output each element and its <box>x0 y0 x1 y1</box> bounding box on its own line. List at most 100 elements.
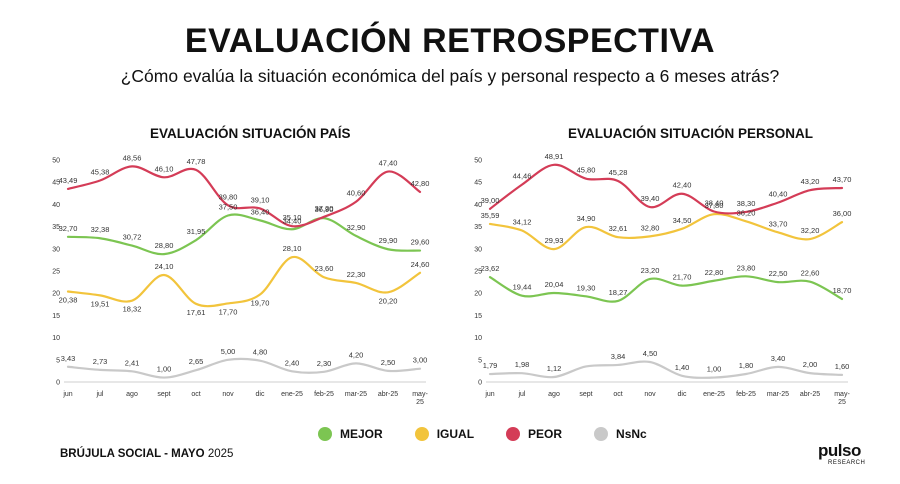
legend-label-mejor: MEJOR <box>340 427 383 441</box>
x-tick-label: jul <box>95 391 103 398</box>
legend-item-peor: PEOR <box>506 425 562 443</box>
x-tick-label: oct <box>191 391 200 398</box>
y-tick-label: 40 <box>52 202 60 209</box>
legend-label-peor: PEOR <box>528 427 563 441</box>
data-label-igual: 17,70 <box>219 307 238 316</box>
series-line-igual <box>488 212 844 251</box>
y-tick-label: 5 <box>478 357 482 364</box>
data-label-igual: 32,61 <box>609 224 628 233</box>
x-tick-label: 25 <box>838 399 846 406</box>
data-label-nsnc: 2,41 <box>125 358 140 367</box>
data-label-peor: 39,80 <box>219 192 238 201</box>
y-tick-label: 20 <box>52 291 60 298</box>
data-label-peor: 40,40 <box>769 190 788 199</box>
data-label-nsnc: 1,79 <box>483 361 498 370</box>
data-label-igual: 35,59 <box>481 211 500 220</box>
data-label-nsnc: 3,40 <box>771 354 786 363</box>
x-tick-label: jun <box>62 391 72 398</box>
data-label-mejor: 32,70 <box>59 224 78 233</box>
series-line-peor <box>488 163 844 215</box>
legend-item-igual: IGUAL <box>414 425 475 443</box>
data-label-mejor: 19,30 <box>577 283 596 292</box>
y-tick-label: 35 <box>474 224 482 231</box>
data-label-igual: 28,10 <box>283 244 302 253</box>
x-tick-label: abr-25 <box>378 391 398 398</box>
legend-label-igual: IGUAL <box>436 427 475 441</box>
data-label-mejor: 34,40 <box>283 216 302 225</box>
data-label-igual: 32,80 <box>641 223 660 232</box>
data-label-mejor: 18,27 <box>609 288 628 297</box>
logo-word: pulso <box>818 441 861 460</box>
data-label-mejor: 36,40 <box>251 207 270 216</box>
x-tick-label: sept <box>579 391 592 398</box>
series-line-nsnc <box>66 357 422 379</box>
series-line-igual <box>66 255 422 308</box>
data-label-peor: 48,56 <box>123 153 142 162</box>
x-tick-label: sept <box>157 391 170 398</box>
data-label-igual: 18,32 <box>123 305 142 314</box>
data-label-peor: 43,49 <box>59 176 78 185</box>
data-label-peor: 43,70 <box>833 175 852 184</box>
x-tick-label: oct <box>613 391 622 398</box>
data-label-nsnc: 1,80 <box>739 361 754 370</box>
y-tick-label: 20 <box>474 291 482 298</box>
data-label-igual: 19,70 <box>251 299 270 308</box>
x-tick-label: jul <box>517 391 525 398</box>
data-label-peor: 39,10 <box>251 195 270 204</box>
data-label-mejor: 28,80 <box>155 241 174 250</box>
y-tick-label: 0 <box>56 380 60 387</box>
data-label-nsnc: 1,12 <box>547 364 562 373</box>
data-label-peor: 45,28 <box>609 168 628 177</box>
series-line-peor <box>66 165 422 228</box>
data-label-nsnc: 4,20 <box>349 350 364 359</box>
data-label-peor: 46,10 <box>155 164 174 173</box>
data-label-igual: 22,30 <box>347 270 366 279</box>
legend-label-nsnc: NsNc <box>616 427 647 441</box>
brand-logo: pulso RESEARCH <box>818 442 878 472</box>
data-label-mejor: 31,95 <box>187 227 206 236</box>
data-label-igual: 24,60 <box>411 260 430 269</box>
x-tick-label: nov <box>644 391 656 398</box>
y-tick-label: 50 <box>52 158 60 165</box>
data-label-peor: 42,80 <box>411 179 430 188</box>
data-label-nsnc: 3,84 <box>611 352 626 361</box>
x-tick-label: ene-25 <box>281 391 303 398</box>
data-label-igual: 36,00 <box>833 209 852 218</box>
data-label-peor: 39,40 <box>641 194 660 203</box>
data-label-mejor: 20,04 <box>545 280 564 289</box>
data-label-peor: 48,91 <box>545 152 564 161</box>
data-label-igual: 17,61 <box>187 308 206 317</box>
x-tick-label: feb-25 <box>736 391 756 398</box>
footer: BRÚJULA SOCIAL - MAYO 2025 <box>60 448 233 460</box>
footer-text: BRÚJULA SOCIAL - MAYO <box>60 448 205 460</box>
data-label-peor: 43,20 <box>801 177 820 186</box>
data-label-igual: 20,20 <box>379 296 398 305</box>
y-tick-label: 45 <box>52 180 60 187</box>
legend-dot-nsnc <box>594 427 609 441</box>
data-label-nsnc: 1,40 <box>675 363 690 372</box>
data-label-mejor: 23,80 <box>737 263 756 272</box>
chart-title-personal: EVALUACIÓN SITUACIÓN PERSONAL <box>568 126 814 141</box>
data-label-peor: 42,40 <box>673 181 692 190</box>
data-label-peor: 39,00 <box>481 196 500 205</box>
data-label-igual: 36,20 <box>737 208 756 217</box>
data-label-nsnc: 3,43 <box>61 354 76 363</box>
legend-item-mejor: MEJOR <box>318 425 383 443</box>
data-label-igual: 37,80 <box>705 201 724 210</box>
y-tick-label: 0 <box>478 380 482 387</box>
data-label-igual: 34,50 <box>673 216 692 225</box>
y-tick-label: 50 <box>474 158 482 165</box>
data-label-peor: 40,60 <box>347 189 366 198</box>
series-line-mejor <box>488 275 844 303</box>
data-label-nsnc: 4,50 <box>643 349 658 358</box>
data-label-mejor: 21,70 <box>673 273 692 282</box>
data-label-mejor: 19,44 <box>513 283 532 292</box>
logo-sub: RESEARCH <box>828 460 866 466</box>
footer-year: 2025 <box>207 448 234 460</box>
x-tick-label: 25 <box>416 399 424 406</box>
data-label-nsnc: 2,50 <box>381 358 396 367</box>
y-tick-label: 30 <box>474 246 482 253</box>
x-tick-label: may- <box>834 391 850 398</box>
y-tick-label: 15 <box>52 313 60 320</box>
data-label-igual: 24,10 <box>155 262 174 271</box>
